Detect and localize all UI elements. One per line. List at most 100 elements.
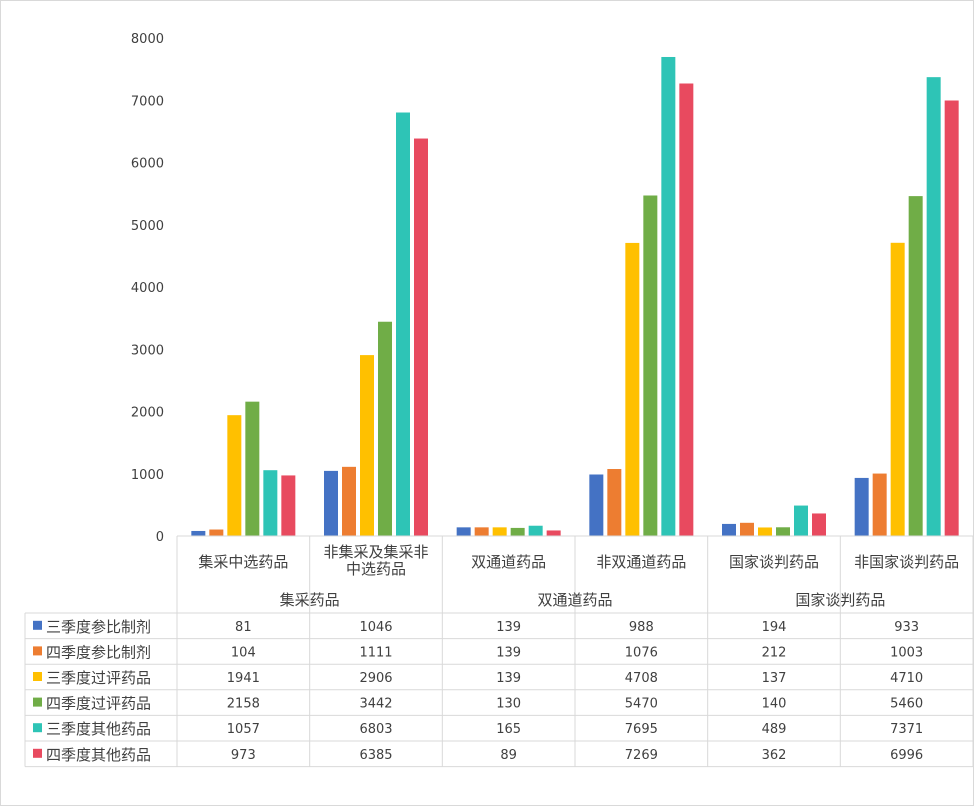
data-table-cell: 988 [629, 620, 654, 635]
data-table-cell: 165 [496, 722, 521, 737]
category-label: 双通道药品 [471, 553, 546, 571]
bar [528, 525, 543, 536]
legend-label: 三季度参比制剂 [46, 618, 151, 636]
data-table-cell: 89 [500, 748, 517, 763]
bar [342, 466, 356, 536]
bar [281, 475, 296, 536]
y-tick-label: 8000 [131, 32, 164, 47]
bar [607, 469, 622, 536]
data-table-cell: 130 [496, 697, 521, 712]
legend-swatch [33, 620, 42, 630]
data-table-cell: 140 [762, 697, 787, 712]
data-table-cell: 1057 [227, 722, 260, 737]
category-label: 非国家谈判药品 [854, 553, 959, 571]
legend-label: 四季度过评药品 [46, 695, 151, 713]
bar [643, 195, 658, 536]
y-tick-label: 1000 [131, 468, 164, 483]
category-label: 集采中选药品 [198, 553, 288, 571]
data-table-cell: 4708 [625, 671, 658, 686]
bar [227, 415, 242, 536]
bar [944, 100, 959, 537]
y-tick-label: 4000 [131, 281, 164, 296]
data-table-cell: 362 [762, 748, 787, 763]
group-label: 国家谈判药品 [795, 591, 885, 609]
y-tick-label: 0 [156, 530, 164, 545]
bar [396, 112, 410, 537]
bar [263, 470, 278, 536]
data-table-cell: 3442 [359, 697, 392, 712]
bar [908, 196, 923, 537]
data-table-cell: 973 [231, 748, 256, 763]
bar [812, 513, 826, 536]
data-table-cell: 1941 [227, 671, 260, 686]
bar [625, 242, 640, 536]
legend-swatch [33, 672, 42, 681]
bar [191, 530, 206, 536]
bar [492, 527, 507, 536]
data-table-cell: 5460 [890, 697, 923, 712]
bar [872, 473, 887, 536]
y-tick-label: 6000 [131, 157, 164, 172]
legend-label: 三季度其他药品 [46, 720, 151, 738]
data-table-cell: 139 [496, 671, 521, 686]
data-table-cell: 212 [762, 645, 787, 660]
bar [758, 527, 772, 536]
bar [360, 355, 374, 536]
data-table-cell: 194 [762, 620, 787, 635]
bar [722, 523, 736, 536]
data-table-cell: 4710 [890, 671, 923, 686]
legend-swatch [33, 697, 42, 707]
bar [245, 401, 260, 536]
legend-label: 四季度其他药品 [46, 746, 151, 764]
data-table-cell: 139 [496, 620, 521, 635]
y-tick-label: 7000 [131, 94, 164, 109]
bar [926, 77, 941, 537]
bar [546, 530, 561, 536]
data-table-cell: 1046 [359, 620, 392, 635]
data-table-cell: 2158 [227, 697, 260, 712]
data-table-cell: 489 [762, 722, 787, 737]
bar [324, 470, 338, 536]
bar [414, 138, 428, 536]
bar [854, 477, 869, 536]
bar [794, 505, 808, 536]
legend-swatch [33, 723, 42, 733]
data-table-cell: 6385 [359, 748, 392, 763]
group-label: 双通道药品 [537, 591, 612, 609]
data-table-cell: 2906 [359, 671, 392, 686]
data-table-cell: 6996 [890, 748, 923, 763]
data-table-cell: 1111 [359, 645, 392, 660]
bar [589, 474, 604, 536]
data-table-cell: 1003 [890, 645, 923, 660]
category-label: 非双通道药品 [596, 553, 686, 571]
legend-swatch [33, 748, 42, 758]
legend-label: 三季度过评药品 [46, 669, 151, 687]
data-table-cell: 139 [496, 645, 521, 660]
group-label: 集采药品 [280, 591, 340, 609]
bar [209, 529, 224, 536]
bar [456, 527, 471, 536]
category-label: 中选药品 [346, 560, 406, 578]
bar [679, 83, 694, 536]
legend-label: 四季度参比制剂 [46, 643, 151, 661]
data-table-cell: 7695 [625, 722, 658, 737]
bar [474, 527, 489, 536]
data-table-cell: 7269 [625, 748, 658, 763]
bar [378, 321, 392, 536]
bar [740, 522, 754, 536]
data-table-cell: 933 [894, 620, 919, 635]
bar [510, 527, 525, 536]
category-label: 非集采及集采非 [323, 543, 428, 561]
data-table-cell: 81 [235, 620, 252, 635]
bar [890, 242, 905, 537]
data-table-cell: 137 [762, 671, 787, 686]
bar [661, 56, 676, 537]
data-table-cell: 1076 [625, 645, 658, 660]
data-table-cell: 6803 [359, 722, 392, 737]
data-table-cell: 104 [231, 645, 256, 660]
data-table-cell: 7371 [890, 722, 923, 737]
data-table-cell: 5470 [625, 697, 658, 712]
y-tick-label: 2000 [131, 406, 164, 421]
